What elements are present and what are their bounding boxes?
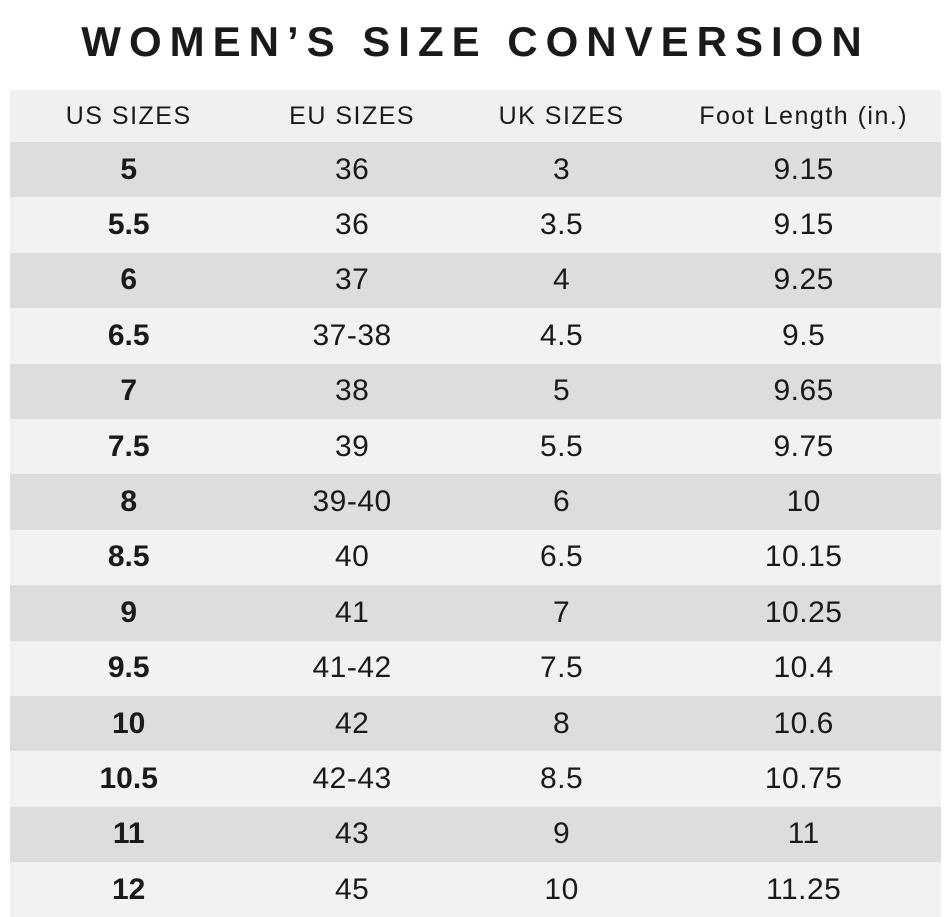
table-cell: 11.25 (765, 872, 842, 906)
table-row: 12 45 10 11.25 (10, 862, 941, 917)
us-size-cell: 7.5 (107, 429, 150, 463)
table-row: 9.5 41-42 7.5 10.4 (10, 640, 941, 696)
us-size-cell: 12 (112, 872, 146, 906)
table-row: 8.5 40 6.5 10.15 (10, 529, 941, 586)
us-size-cell: 7 (120, 374, 138, 408)
table-row: 7.5 39 5.5 9.75 (10, 418, 941, 475)
table-cell: 40 (334, 540, 370, 574)
col-header-uk-sizes: UK SIZES (456, 90, 667, 142)
table-header-row: US SIZES EU SIZES UK SIZES Foot Length (… (10, 90, 941, 142)
table-row: 10 42 8 10.6 (10, 695, 941, 752)
table-cell: 10 (786, 485, 821, 519)
table-cell: 4 (553, 263, 571, 297)
table-cell: 9.15 (773, 152, 834, 186)
us-size-cell: 8 (120, 485, 138, 519)
table-cell: 9 (553, 817, 571, 851)
us-size-cell: 6.5 (107, 318, 150, 352)
table-row: 11 43 9 11 (10, 806, 941, 863)
table-cell: 10.15 (764, 540, 843, 574)
us-size-cell: 5 (120, 152, 138, 186)
table-cell: 42-43 (312, 761, 392, 795)
table-cell: 8 (553, 706, 571, 740)
table-cell: 10.25 (764, 595, 843, 629)
table-cell: 8.5 (539, 761, 584, 795)
table-row: 5 36 3 9.15 (10, 142, 941, 198)
table-cell: 41-42 (312, 651, 392, 685)
table-cell: 43 (334, 817, 370, 851)
table-cell: 41 (334, 595, 370, 629)
table-cell: 9.65 (773, 374, 834, 408)
table-cell: 42 (334, 706, 370, 740)
table-row: 9 41 7 10.25 (10, 585, 941, 641)
table-cell: 7.5 (539, 651, 584, 685)
table-cell: 37-38 (312, 318, 392, 352)
table-row: 6 37 4 9.25 (10, 252, 941, 309)
table-cell: 10.75 (764, 761, 843, 795)
table-cell: 36 (334, 152, 370, 186)
us-size-cell: 5.5 (107, 208, 150, 242)
table-cell: 38 (334, 374, 370, 408)
us-size-cell: 9 (120, 595, 138, 629)
table-cell: 9.25 (773, 263, 834, 297)
table-row: 5.5 36 3.5 9.15 (10, 197, 941, 253)
us-size-cell: 11 (112, 817, 145, 851)
table-cell: 11 (787, 817, 820, 851)
col-header-eu-sizes: EU SIZES (247, 90, 457, 142)
table-cell: 6.5 (539, 540, 584, 574)
us-size-cell: 9.5 (107, 651, 150, 685)
table-cell: 6 (553, 485, 571, 519)
table-cell: 45 (334, 872, 370, 906)
table-cell: 10.4 (773, 651, 834, 685)
table-cell: 5 (553, 374, 571, 408)
table-cell: 37 (334, 263, 370, 297)
us-size-cell: 8.5 (107, 540, 150, 574)
table-row: 7 38 5 9.65 (10, 363, 941, 419)
us-size-cell: 10.5 (99, 761, 158, 795)
table-cell: 5.5 (539, 429, 584, 463)
table-row: 10.5 42-43 8.5 10.75 (10, 751, 941, 807)
page-title: WOMEN’S SIZE CONVERSION (81, 18, 870, 65)
col-header-us-sizes: US SIZES (10, 90, 248, 142)
table-cell: 7 (553, 595, 571, 629)
table-cell: 9.15 (773, 208, 834, 242)
table-cell: 10 (544, 872, 579, 906)
table-cell: 10.6 (773, 706, 834, 740)
table-header: US SIZES EU SIZES UK SIZES Foot Length (… (10, 90, 941, 142)
us-size-cell: 10 (112, 706, 146, 740)
table-cell: 9.5 (782, 318, 826, 352)
table-body: 5 36 3 9.15 5.5 36 3.5 9.15 6 37 4 9.25 6.5 37-38 4.5 9… (10, 142, 941, 917)
table-cell: 39 (334, 429, 370, 463)
table-cell: 3.5 (539, 208, 584, 242)
us-size-cell: 6 (120, 263, 138, 297)
table-cell: 3 (553, 152, 571, 186)
table-cell: 39-40 (312, 485, 392, 519)
table-row: 8 39-40 6 10 (10, 474, 941, 530)
table-cell: 4.5 (539, 318, 584, 352)
col-header-foot-length: Foot Length (in.) (666, 90, 941, 142)
table-row: 6.5 37-38 4.5 9.5 (10, 308, 941, 364)
table-cell: 9.75 (773, 429, 834, 463)
table-cell: 36 (334, 208, 370, 242)
size-conversion-table: US SIZES EU SIZES UK SIZES Foot Length (… (10, 90, 941, 917)
